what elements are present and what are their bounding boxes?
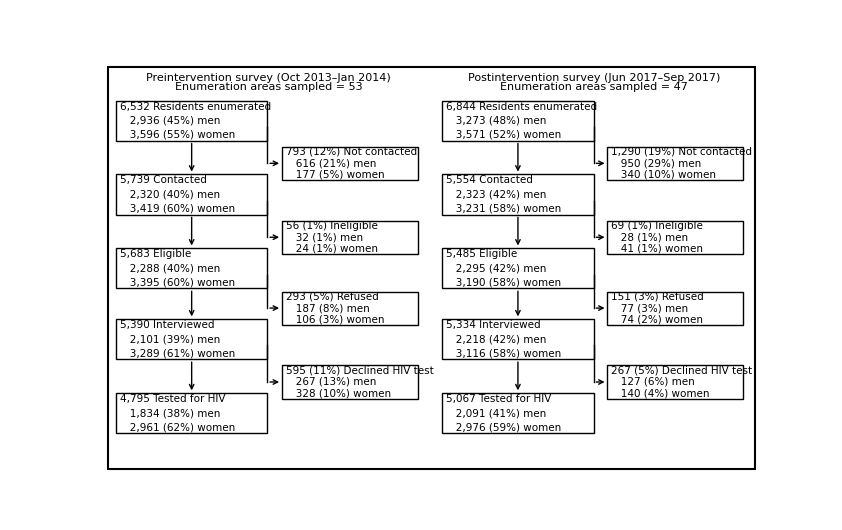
Text: 3,289 (61%) women: 3,289 (61%) women xyxy=(120,348,235,358)
Text: 77 (3%) men: 77 (3%) men xyxy=(611,303,689,313)
Text: 3,190 (58%) women: 3,190 (58%) women xyxy=(446,277,562,287)
Text: 3,116 (58%) women: 3,116 (58%) women xyxy=(446,348,562,358)
Bar xyxy=(442,101,594,140)
Bar xyxy=(607,292,743,325)
Bar xyxy=(116,393,267,433)
Text: 950 (29%) men: 950 (29%) men xyxy=(611,158,701,169)
Text: 3,571 (52%) women: 3,571 (52%) women xyxy=(446,130,562,139)
Text: 3,419 (60%) women: 3,419 (60%) women xyxy=(120,204,235,214)
Bar xyxy=(116,101,267,140)
Text: 595 (11%) Declined HIV test: 595 (11%) Declined HIV test xyxy=(285,365,434,375)
Text: 74 (2%) women: 74 (2%) women xyxy=(611,315,703,325)
Text: 69 (1%) Ineligible: 69 (1%) Ineligible xyxy=(611,220,703,231)
Text: 267 (13%) men: 267 (13%) men xyxy=(285,377,376,387)
Text: 2,288 (40%) men: 2,288 (40%) men xyxy=(120,263,221,273)
Text: 2,976 (59%) women: 2,976 (59%) women xyxy=(446,422,562,432)
Text: 328 (10%) women: 328 (10%) women xyxy=(285,388,391,399)
Text: 1,834 (38%) men: 1,834 (38%) men xyxy=(120,408,221,418)
Text: Preintervention survey (Oct 2013–Jan 2014): Preintervention survey (Oct 2013–Jan 201… xyxy=(147,73,392,83)
Text: 5,334 Interviewed: 5,334 Interviewed xyxy=(446,320,541,330)
Text: 340 (10%) women: 340 (10%) women xyxy=(611,170,717,180)
Text: 267 (5%) Declined HIV test: 267 (5%) Declined HIV test xyxy=(611,365,753,375)
Text: 2,218 (42%) men: 2,218 (42%) men xyxy=(446,334,546,344)
Bar xyxy=(607,366,743,399)
Text: 2,091 (41%) men: 2,091 (41%) men xyxy=(446,408,546,418)
Text: 616 (21%) men: 616 (21%) men xyxy=(285,158,376,169)
Bar xyxy=(607,220,743,254)
Text: 2,101 (39%) men: 2,101 (39%) men xyxy=(120,334,221,344)
Text: 2,320 (40%) men: 2,320 (40%) men xyxy=(120,190,220,199)
Text: 4,795 Tested for HIV: 4,795 Tested for HIV xyxy=(120,394,226,404)
Text: 28 (1%) men: 28 (1%) men xyxy=(611,232,689,242)
Bar xyxy=(442,174,594,215)
Bar xyxy=(442,393,594,433)
Text: 6,532 Residents enumerated: 6,532 Residents enumerated xyxy=(120,102,271,112)
Text: Postintervention survey (Jun 2017–Sep 2017): Postintervention survey (Jun 2017–Sep 20… xyxy=(468,73,721,83)
Text: 3,273 (48%) men: 3,273 (48%) men xyxy=(446,116,546,126)
Bar xyxy=(116,319,267,359)
Text: 3,231 (58%) women: 3,231 (58%) women xyxy=(446,204,562,214)
Text: Enumeration areas sampled = 53: Enumeration areas sampled = 53 xyxy=(175,82,363,92)
Text: 2,295 (42%) men: 2,295 (42%) men xyxy=(446,263,546,273)
Text: 3,596 (55%) women: 3,596 (55%) women xyxy=(120,130,235,139)
Text: 5,739 Contacted: 5,739 Contacted xyxy=(120,175,207,186)
Bar xyxy=(442,319,594,359)
Text: 293 (5%) Refused: 293 (5%) Refused xyxy=(285,292,379,302)
Text: 2,323 (42%) men: 2,323 (42%) men xyxy=(446,190,546,199)
Text: 3,395 (60%) women: 3,395 (60%) women xyxy=(120,277,235,287)
Text: 32 (1%) men: 32 (1%) men xyxy=(285,232,363,242)
Bar xyxy=(116,249,267,288)
Text: 41 (1%) women: 41 (1%) women xyxy=(611,244,703,254)
Text: 5,554 Contacted: 5,554 Contacted xyxy=(446,175,533,186)
Text: 151 (3%) Refused: 151 (3%) Refused xyxy=(611,292,704,302)
Bar xyxy=(442,249,594,288)
Text: 187 (8%) men: 187 (8%) men xyxy=(285,303,370,313)
Text: 1,290 (19%) Not contacted: 1,290 (19%) Not contacted xyxy=(611,147,752,157)
Text: 5,485 Eligible: 5,485 Eligible xyxy=(446,250,518,259)
Text: 793 (12%) Not contacted: 793 (12%) Not contacted xyxy=(285,147,417,157)
Bar xyxy=(116,174,267,215)
Bar xyxy=(282,366,418,399)
Text: 5,067 Tested for HIV: 5,067 Tested for HIV xyxy=(446,394,552,404)
Bar xyxy=(282,220,418,254)
Text: 2,936 (45%) men: 2,936 (45%) men xyxy=(120,116,221,126)
Text: Enumeration areas sampled = 47: Enumeration areas sampled = 47 xyxy=(500,82,688,92)
Text: 140 (4%) women: 140 (4%) women xyxy=(611,388,710,399)
Text: 24 (1%) women: 24 (1%) women xyxy=(285,244,378,254)
Text: 127 (6%) men: 127 (6%) men xyxy=(611,377,695,387)
Bar xyxy=(282,292,418,325)
Text: 106 (3%) women: 106 (3%) women xyxy=(285,315,384,325)
Bar xyxy=(607,147,743,180)
Bar xyxy=(282,147,418,180)
Text: 56 (1%) Ineligible: 56 (1%) Ineligible xyxy=(285,220,378,231)
Text: 2,961 (62%) women: 2,961 (62%) women xyxy=(120,422,235,432)
Text: 5,683 Eligible: 5,683 Eligible xyxy=(120,250,191,259)
Text: 6,844 Residents enumerated: 6,844 Residents enumerated xyxy=(446,102,597,112)
Text: 177 (5%) women: 177 (5%) women xyxy=(285,170,385,180)
Text: 5,390 Interviewed: 5,390 Interviewed xyxy=(120,320,215,330)
